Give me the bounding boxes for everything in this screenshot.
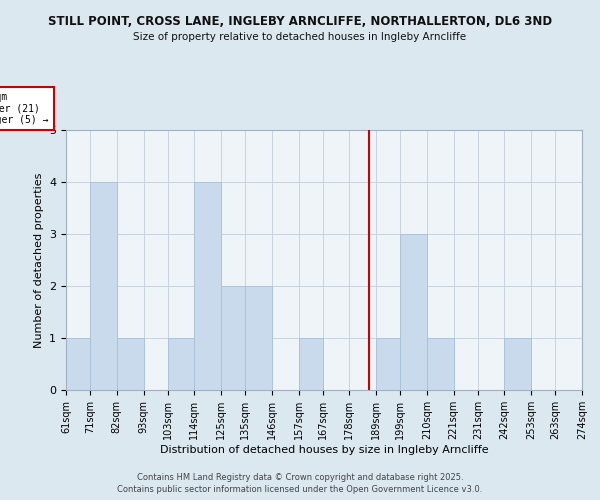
Bar xyxy=(66,338,90,390)
Bar xyxy=(505,338,531,390)
Text: STILL POINT, CROSS LANE, INGLEBY ARNCLIFFE, NORTHALLERTON, DL6 3ND: STILL POINT, CROSS LANE, INGLEBY ARNCLIF… xyxy=(48,15,552,28)
Text: Contains public sector information licensed under the Open Government Licence v3: Contains public sector information licen… xyxy=(118,485,482,494)
Bar xyxy=(245,286,272,390)
Bar xyxy=(194,182,221,390)
Y-axis label: Number of detached properties: Number of detached properties xyxy=(34,172,44,348)
Text: STILL POINT CROSS LANE: 186sqm
← 81% of detached houses are smaller (21)
19% of : STILL POINT CROSS LANE: 186sqm ← 81% of … xyxy=(0,92,49,125)
X-axis label: Distribution of detached houses by size in Ingleby Arncliffe: Distribution of detached houses by size … xyxy=(160,444,488,454)
Bar xyxy=(221,286,245,390)
Text: Contains HM Land Registry data © Crown copyright and database right 2025.: Contains HM Land Registry data © Crown c… xyxy=(137,472,463,482)
Bar xyxy=(400,234,427,390)
Bar xyxy=(168,338,194,390)
Text: Size of property relative to detached houses in Ingleby Arncliffe: Size of property relative to detached ho… xyxy=(133,32,467,42)
Bar xyxy=(427,338,454,390)
Bar xyxy=(299,338,323,390)
Bar xyxy=(90,182,117,390)
Bar xyxy=(376,338,400,390)
Bar xyxy=(117,338,143,390)
